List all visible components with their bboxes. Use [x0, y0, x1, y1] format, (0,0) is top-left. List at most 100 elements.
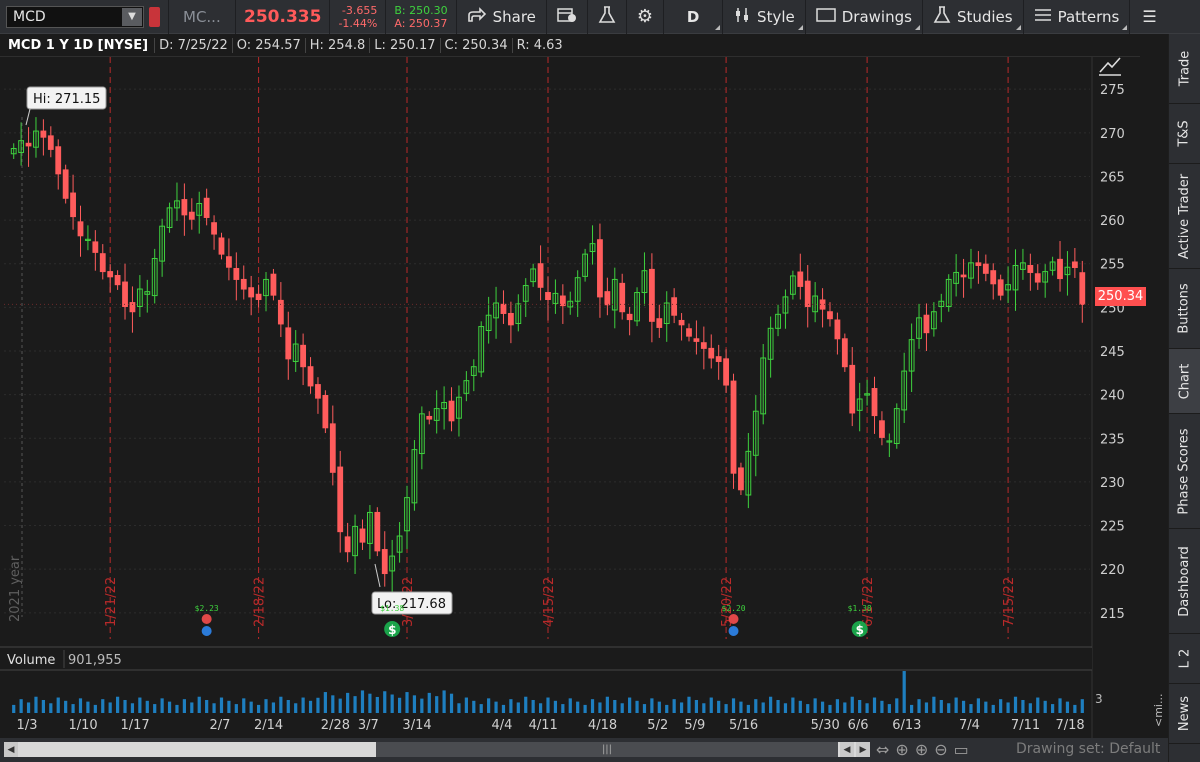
scroll-thumb[interactable]: ||| [376, 742, 838, 757]
chart-grid [4, 88, 1090, 614]
candle-body [938, 300, 945, 307]
volume-bar [494, 701, 498, 713]
volume-bar [642, 704, 647, 713]
volume-bar [153, 704, 157, 713]
candle-body [77, 221, 84, 237]
volume-bar [553, 700, 558, 713]
studies-button[interactable]: Studies [923, 0, 1023, 34]
flask-button[interactable] [588, 0, 626, 34]
tab-buttons[interactable]: Buttons [1169, 269, 1200, 349]
volume-bar [538, 703, 543, 713]
expand-icon[interactable]: ⇔ [876, 740, 890, 759]
volume-bar [694, 699, 699, 713]
tab-news[interactable]: News [1169, 684, 1200, 744]
candle-body [107, 271, 114, 278]
price-tick-label: 255 [1100, 258, 1125, 273]
volume-bar [34, 696, 38, 713]
volume-bar [628, 697, 632, 713]
tab-time-and-sales[interactable]: T&S [1169, 104, 1200, 164]
dividend-label: $1.38 [380, 604, 404, 613]
candle-body [181, 199, 188, 216]
volume-bar [19, 699, 23, 713]
symbol-selector[interactable]: MCD ▼ [6, 5, 144, 28]
scroll-right-icon[interactable]: ▶ [856, 742, 870, 757]
price-chart[interactable]: 1/21/222/18/223/18/224/15/225/20/226/17/… [0, 57, 1168, 738]
tab-trade[interactable]: Trade [1169, 34, 1200, 104]
earnings-icon [201, 614, 212, 624]
volume-bar [442, 690, 446, 713]
expiration-label: 2/18/22 [253, 577, 268, 627]
tab-chart[interactable]: Chart [1169, 349, 1200, 414]
volume-bar [1021, 699, 1025, 713]
candle-body [359, 528, 366, 543]
candle-body [1042, 271, 1049, 283]
dollar-icon: $ [388, 623, 396, 637]
fit-icon[interactable]: ▭ [953, 740, 969, 759]
candle-body [611, 278, 618, 311]
zoom-out-icon[interactable]: ⊖ [934, 740, 948, 759]
grid-layout-button[interactable] [547, 0, 587, 34]
candle-body [18, 140, 25, 153]
candle-body [1034, 273, 1041, 283]
alert-flag-icon[interactable] [149, 6, 160, 27]
header-low: L: 250.17 [370, 38, 441, 53]
volume-bar [353, 696, 357, 713]
volume-bar [108, 702, 112, 713]
volume-bar [991, 704, 995, 713]
volume-bar [1043, 700, 1047, 713]
candle-body [433, 408, 440, 421]
tab-phase-scores[interactable]: Phase Scores [1169, 414, 1200, 529]
candle-body [715, 356, 722, 362]
drawing-set-label[interactable]: Drawing set: Default [1016, 741, 1161, 757]
volume-bar [360, 690, 365, 713]
candle-body [886, 440, 893, 443]
collapse-panel-label[interactable]: <mi... [1152, 694, 1165, 727]
price-tick-label: 245 [1100, 345, 1125, 360]
candle-body [114, 275, 121, 286]
volume-axis-tick: 3 [1095, 692, 1103, 706]
candle-body [441, 401, 448, 410]
candle-body [908, 339, 915, 372]
tab-dashboard[interactable]: Dashboard [1169, 529, 1200, 634]
volume-bar [49, 703, 53, 713]
volume-bar [71, 704, 75, 713]
header-high: H: 254.8 [306, 38, 371, 53]
candle-body [203, 197, 210, 218]
candle-body [367, 511, 373, 544]
menu-button[interactable]: ☰ [1130, 0, 1168, 34]
scroll-left-icon[interactable]: ◀ [4, 742, 18, 757]
volume-label: Volume [7, 653, 55, 668]
candle-body [1027, 264, 1034, 273]
zoom-in-icon[interactable]: ⊕ [914, 740, 929, 759]
crosshair-icon[interactable]: ⊕ [895, 740, 909, 759]
volume-bar [323, 692, 327, 713]
candle-body [463, 380, 470, 394]
style-button[interactable]: Style [723, 0, 805, 34]
candle-body [663, 302, 670, 325]
tab-level-2[interactable]: L 2 [1169, 634, 1200, 684]
candle-body [864, 393, 870, 396]
time-tick-label: 5/16 [729, 718, 758, 733]
tab-active-trader[interactable]: Active Trader [1169, 164, 1200, 269]
settings-button[interactable]: ⚙ [627, 0, 663, 34]
patterns-button[interactable]: Patterns [1024, 0, 1130, 34]
aggregation-button[interactable]: D [664, 0, 722, 34]
volume-bar [197, 696, 201, 713]
volume-bar [487, 698, 491, 713]
pencil-tool-icon[interactable] [1098, 57, 1122, 76]
candles [4, 117, 1090, 592]
volume-bar [368, 693, 372, 713]
scroll-left-end-icon[interactable]: ◀ [840, 742, 854, 757]
volume-bar [679, 702, 684, 713]
price-tick-label: 230 [1100, 476, 1125, 491]
drawings-button[interactable]: Drawings [806, 0, 922, 34]
chevron-down-icon[interactable]: ▼ [122, 7, 142, 26]
volume-bar [709, 697, 713, 713]
volume-bar [1065, 701, 1070, 713]
lo-label: Lo: 217.68 [377, 597, 446, 612]
volume-bar [420, 698, 424, 713]
time-tick-label: 3/7 [358, 718, 379, 733]
volume-bar [924, 702, 929, 713]
share-button[interactable]: Share [457, 0, 546, 34]
